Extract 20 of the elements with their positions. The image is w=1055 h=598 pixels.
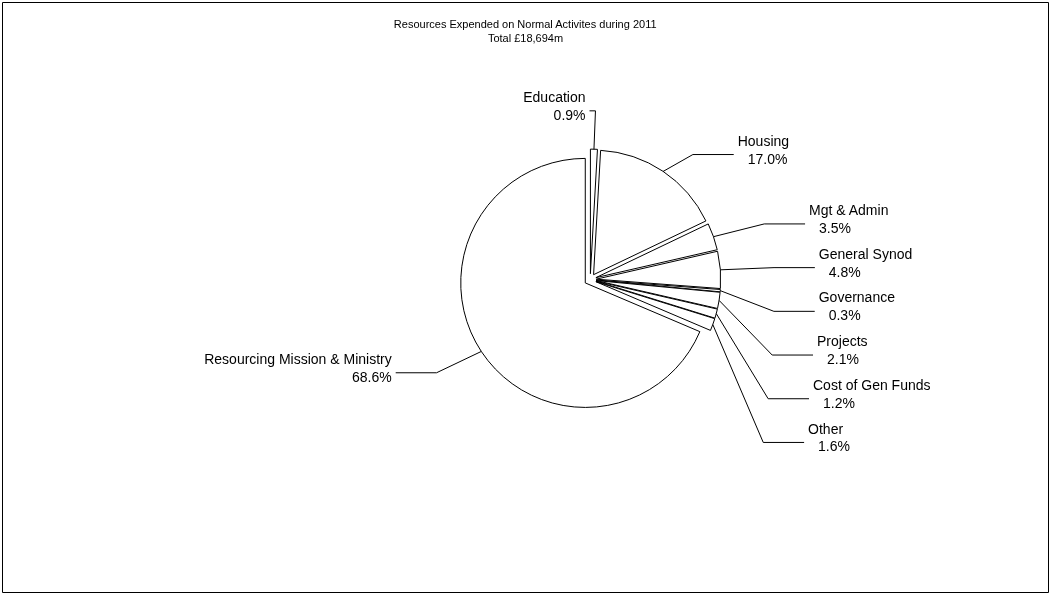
data-label: 3.5% <box>819 219 851 236</box>
data-label: 2.1% <box>826 351 859 368</box>
slice-label: Cost of Gen Funds <box>813 376 931 393</box>
chart-title: Resources Expended on Normal Activites during 2011 <box>393 18 657 31</box>
slice-label: General Synod <box>818 245 913 262</box>
slice-label: Mgt & Admin <box>809 202 889 219</box>
slice-label: Education <box>523 88 586 105</box>
data-label: 1.6% <box>818 438 850 455</box>
data-label: 4.8% <box>828 263 861 280</box>
data-label: 68.6% <box>352 368 392 385</box>
data-label: 17.0% <box>747 150 788 167</box>
data-label: 1.2% <box>822 394 855 411</box>
slice-label: Projects <box>817 333 868 350</box>
slice-label: Resourcing Mission & Ministry <box>204 350 392 367</box>
chart-subtitle: Total £18,694m <box>487 32 564 45</box>
slice-label: Housing <box>737 132 790 149</box>
slice-label: Other <box>808 420 844 437</box>
slice-label: Governance <box>818 289 896 306</box>
data-label: 0.9% <box>553 106 586 123</box>
data-label: 0.3% <box>828 307 861 324</box>
